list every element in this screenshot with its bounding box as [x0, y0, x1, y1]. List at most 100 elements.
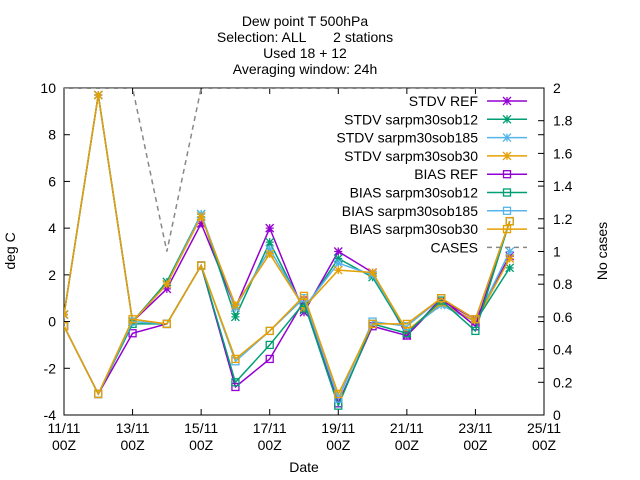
series-line — [64, 220, 511, 408]
plot-area — [64, 88, 515, 410]
y-tick-label: 2 — [48, 267, 56, 283]
data-point — [94, 389, 103, 399]
legend-item: STDV sarpm30sob12 — [344, 111, 527, 127]
x-tick-label-date: 13/11 — [116, 420, 150, 436]
title-line-1: Dew point T 500hPa — [242, 13, 369, 29]
legend-label: STDV REF — [409, 93, 478, 109]
legend-item: STDV REF — [409, 93, 527, 109]
legend-item: CASES — [431, 239, 527, 255]
data-point — [93, 90, 103, 100]
data-point — [368, 319, 377, 329]
data-point — [436, 298, 446, 308]
data-point — [265, 244, 275, 254]
y-tick-label: 4 — [48, 220, 56, 236]
x-tick-label-hour: 00Z — [189, 437, 214, 453]
data-point — [64, 322, 69, 331]
data-point — [470, 317, 480, 327]
y-axis-label: deg C — [2, 232, 18, 269]
series-line — [64, 94, 511, 333]
y2-tick-label: 0.4 — [553, 342, 573, 358]
y-tick-label: -4 — [44, 407, 57, 423]
y2-tick-label: 0 — [553, 407, 561, 423]
data-point — [505, 263, 515, 273]
legend-item: BIAS REF — [414, 166, 527, 182]
data-point — [265, 340, 274, 350]
legend-marker — [502, 114, 512, 124]
y-tick-label: 0 — [48, 314, 56, 330]
y-tick-label: 10 — [40, 80, 56, 96]
legend-label: STDV sarpm30sob30 — [344, 148, 478, 164]
data-point — [196, 212, 206, 221]
data-point — [333, 254, 343, 263]
legend-marker — [502, 206, 512, 215]
chart-title: Dew point T 500hPa Selection: ALL 2 stat… — [217, 13, 393, 77]
axes: -4 -2 0 2 4 6 8 10 0 0.2 0.4 0.6 0.8 1 1.2 1.4 1.6 1.8 2 11… — [40, 80, 572, 453]
data-point — [162, 319, 172, 329]
legend-marker — [502, 96, 512, 106]
data-point — [265, 249, 275, 259]
x-tick-label-hour: 00Z — [326, 437, 351, 453]
data-point — [230, 312, 240, 322]
x-tick-label-hour: 00Z — [532, 437, 557, 453]
series-7 — [64, 216, 514, 399]
x-tick-label-date: 23/11 — [458, 420, 492, 436]
legend: STDV REF STDV sarpm30sob12 STDV sarpm30sob… — [336, 93, 527, 255]
data-point — [299, 303, 309, 313]
data-point — [368, 268, 378, 277]
y2-tick-label: 0.8 — [553, 276, 573, 292]
title-line-4: Averaging window: 24h — [233, 61, 378, 77]
legend-item: STDV sarpm30sob185 — [336, 130, 527, 146]
x-tick-label-date: 21/11 — [390, 420, 424, 436]
x-tick-label-hour: 00Z — [52, 437, 77, 453]
data-point — [265, 223, 275, 233]
legend-label: BIAS sarpm30sob30 — [350, 221, 479, 237]
x-tick-label-date: 17/11 — [253, 420, 287, 436]
x-tick-label-hour: 00Z — [121, 437, 146, 453]
data-point — [505, 216, 514, 226]
data-point — [265, 354, 274, 364]
data-point — [333, 258, 343, 268]
data-point — [128, 315, 137, 324]
series-line — [64, 220, 511, 396]
y2-tick-label: 1.6 — [553, 145, 573, 161]
x-tick-label-hour: 00Z — [463, 437, 488, 453]
data-point — [128, 329, 137, 338]
data-point — [334, 389, 343, 399]
y2-tick-label: 1 — [553, 244, 561, 260]
legend-label: STDV sarpm30sob185 — [336, 130, 478, 146]
x-tick-label-date: 25/11 — [527, 420, 561, 436]
y2-tick-label: 1.8 — [553, 113, 573, 129]
x-tick-label-date: 15/11 — [184, 420, 218, 436]
y-tick-label: 8 — [48, 127, 56, 143]
legend-item: STDV sarpm30sob30 — [344, 148, 527, 164]
legend-item: BIAS sarpm30sob185 — [342, 203, 527, 219]
title-line-2: Selection: ALL 2 stations — [217, 29, 393, 45]
legend-item: BIAS sarpm30sob12 — [350, 185, 527, 201]
x-axis-label: Date — [289, 459, 319, 475]
data-point — [505, 247, 515, 256]
y-tick-label: -2 — [44, 360, 57, 376]
title-line-3: Used 18 + 12 — [263, 45, 347, 61]
data-point — [402, 319, 412, 329]
data-point — [265, 326, 274, 336]
series-line — [64, 220, 511, 406]
data-point — [333, 247, 343, 256]
legend-item: BIAS sarpm30sob30 — [350, 221, 527, 237]
data-point — [231, 354, 240, 364]
x-tick-label-hour: 00Z — [395, 437, 420, 453]
data-point — [436, 294, 446, 303]
data-point — [333, 265, 343, 275]
data-point — [230, 300, 240, 310]
y2-axis-label: No cases — [594, 222, 610, 280]
data-point — [265, 237, 275, 247]
y2-tick-label: 1.2 — [553, 211, 573, 227]
legend-label: BIAS sarpm30sob12 — [350, 185, 479, 201]
y2-tick-label: 1.4 — [553, 178, 573, 194]
data-point — [471, 326, 480, 336]
legend-marker — [502, 188, 512, 197]
legend-label: STDV sarpm30sob12 — [344, 111, 478, 127]
data-point — [64, 310, 69, 320]
data-point — [196, 261, 206, 270]
data-point — [162, 279, 172, 289]
